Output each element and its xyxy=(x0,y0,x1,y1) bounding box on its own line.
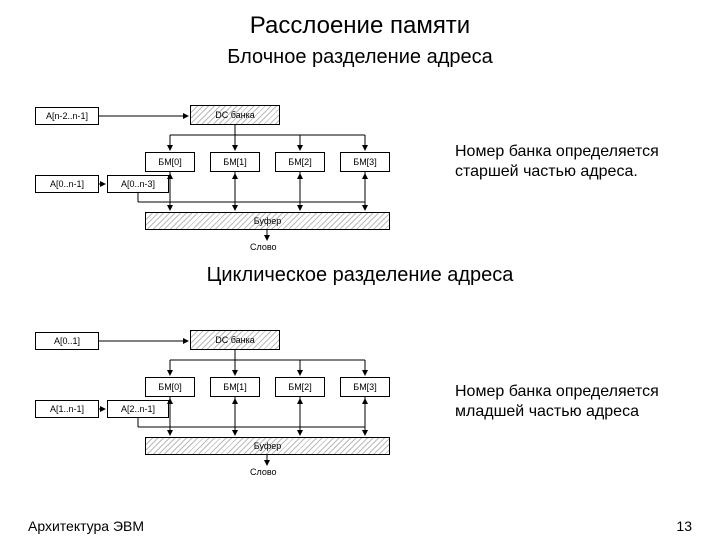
section1-subtitle: Блочное разделение адреса xyxy=(0,46,720,69)
page-number: 13 xyxy=(676,518,692,534)
footer-label: Архитектура ЭВМ xyxy=(28,518,144,534)
diagram-block: A[n-2..n-1] A[0..n-1] A[0..n-3] DC банка… xyxy=(35,97,415,257)
section2-subtitle: Циклическое разделение адреса xyxy=(0,264,720,287)
caption1: Номер банка определяется старшей частью … xyxy=(455,142,685,182)
diagram2-arrows xyxy=(35,322,415,482)
diagram1-arrows xyxy=(35,97,415,257)
caption2: Номер банка определяется младшей частью … xyxy=(455,382,685,422)
page-title: Расслоение памяти xyxy=(0,12,720,40)
diagram-cyclic: A[0..1] A[1..n-1] A[2..n-1] DC банка БМ[… xyxy=(35,322,415,482)
